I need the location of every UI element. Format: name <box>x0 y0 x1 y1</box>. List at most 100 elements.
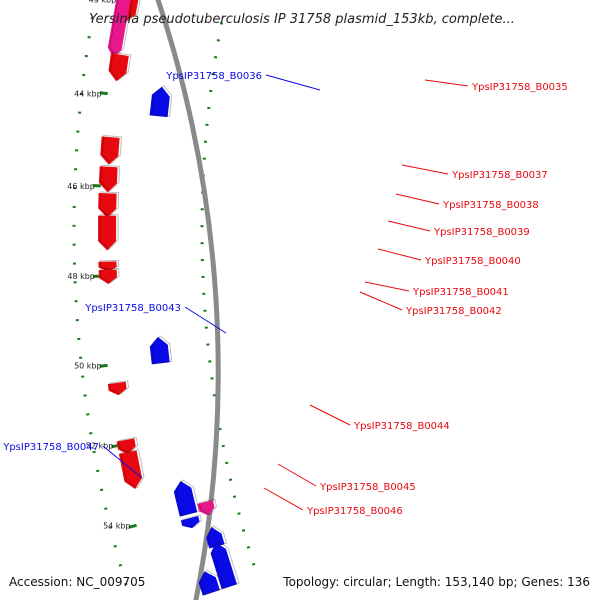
leader-line <box>184 306 227 334</box>
gc-dot <box>246 545 251 549</box>
gene-arrow-11-bevel <box>109 380 130 395</box>
gene-label-ypsip31758_b0038[interactable]: YpsIP31758_B0038 <box>442 200 539 211</box>
scale-label: 48 kbp <box>67 272 95 281</box>
gene-label-ypsip31758_b0044[interactable]: YpsIP31758_B0044 <box>353 421 450 432</box>
leader-line <box>359 291 403 311</box>
scale-label: 54 kbp <box>103 521 131 530</box>
map-title: Yersinia pseudotuberculosis IP 31758 pla… <box>89 12 515 27</box>
accession-text: Accession: NC_009705 <box>9 575 145 589</box>
gene-arrow-9[interactable] <box>98 269 117 285</box>
scale-tick <box>128 523 137 529</box>
gene-arrow-15[interactable] <box>197 500 215 516</box>
scale-label: 52 kbp <box>86 441 114 450</box>
gene-label-ypsip31758_b0045[interactable]: YpsIP31758_B0045 <box>319 482 416 493</box>
gene-arrow-1[interactable] <box>107 0 131 58</box>
gene-label-ypsip31758_b0037[interactable]: YpsIP31758_B0037 <box>451 170 548 181</box>
gene-arrow-6[interactable] <box>98 193 117 218</box>
gc-dot <box>216 39 220 42</box>
gene-label-ypsip31758_b0041[interactable]: YpsIP31758_B0041 <box>412 287 509 298</box>
gc-dot <box>113 544 117 548</box>
gc-dot <box>225 461 229 465</box>
gene-label-ypsip31758_b0035[interactable]: YpsIP31758_B0035 <box>471 82 568 93</box>
gene-arrow-14[interactable] <box>173 481 198 517</box>
gc-dot <box>118 563 123 567</box>
plasmid-backbone <box>155 0 221 600</box>
gc-dot <box>86 413 90 416</box>
scale-label: 50 kbp <box>74 361 102 370</box>
gc-dot <box>90 17 94 20</box>
gene-arrow-8[interactable] <box>98 261 117 272</box>
gc-dot <box>92 450 96 454</box>
leader-line <box>102 445 143 479</box>
gene-arrow-19-bevel <box>200 569 223 596</box>
gene-labels: YpsIP31758_B0036 YpsIP31758_B0035 YpsIP317… <box>2 71 568 517</box>
topology-summary: Topology: circular; Length: 153,140 bp; … <box>282 575 590 589</box>
gene-label-ypsip31758_b0039[interactable]: YpsIP31758_B0039 <box>433 227 530 238</box>
gene-label-ypsip31758_b0047[interactable]: YpsIP31758_B0047 <box>2 442 99 453</box>
gene-arrow-18-bevel <box>212 540 240 589</box>
gene-arrow-7[interactable] <box>98 215 117 251</box>
gene-arrow-18[interactable] <box>210 542 237 590</box>
gene-arrow-8-bevel <box>99 259 120 272</box>
gc-dot <box>221 444 225 448</box>
gene-label-ypsip31758_b0043[interactable]: YpsIP31758_B0043 <box>84 303 181 314</box>
gc-dot-tracks <box>72 0 256 586</box>
leader-line <box>265 74 321 91</box>
gene-arrow-16[interactable] <box>180 516 200 529</box>
gene-arrow-11[interactable] <box>107 381 127 396</box>
leader-line <box>364 281 410 292</box>
gene-arrow-10[interactable] <box>149 336 170 365</box>
gene-arrow-2[interactable] <box>108 53 129 82</box>
gene-arrow-5[interactable] <box>98 166 118 193</box>
gc-dot <box>251 562 256 566</box>
gc-dot <box>232 495 237 498</box>
gc-dot <box>89 432 93 435</box>
gene-arrow-13-bevel <box>120 449 145 489</box>
leader-line <box>395 193 440 205</box>
gene-arrow-1-bevel <box>109 0 133 58</box>
gene-label-ypsip31758_b0046[interactable]: YpsIP31758_B0046 <box>306 506 403 517</box>
gene-arrow-7-bevel <box>99 214 119 251</box>
leader-line <box>424 79 469 87</box>
gc-dot <box>124 582 128 586</box>
scale-tick <box>99 363 108 368</box>
gc-dot <box>108 526 113 529</box>
gene-arrow-17[interactable] <box>206 527 225 549</box>
gc-dot <box>99 488 104 492</box>
leader-line <box>263 487 304 511</box>
gene-arrow-12[interactable] <box>116 438 136 455</box>
scale-label: 43 kbp <box>89 0 117 4</box>
gc-dot <box>87 36 91 39</box>
gene-arrow-14-bevel <box>175 479 200 517</box>
gc-dot <box>104 507 108 510</box>
gene-arrow-13[interactable] <box>118 450 142 489</box>
leader-line <box>401 164 449 175</box>
gene-label-ypsip31758_b0036[interactable]: YpsIP31758_B0036 <box>165 71 262 82</box>
gc-dot <box>213 56 218 59</box>
gene-arrow-10-bevel <box>151 335 173 364</box>
gene-label-ypsip31758_b0040[interactable]: YpsIP31758_B0040 <box>424 256 521 267</box>
gene-arrow-3[interactable] <box>149 86 170 118</box>
leader-line <box>387 220 431 232</box>
gc-dot <box>212 394 217 397</box>
gc-dot <box>237 512 241 515</box>
gc-dot <box>96 469 100 473</box>
gene-arrow-15-bevel <box>198 498 218 516</box>
label-leader-lines <box>102 74 469 511</box>
gene-label-ypsip31758_b0042[interactable]: YpsIP31758_B0042 <box>405 306 502 317</box>
leader-line <box>377 248 422 261</box>
gene-arrow-3-bevel <box>151 85 173 117</box>
gene-arrow-2-bevel <box>109 51 132 81</box>
gene-arrow-4-bevel <box>101 134 123 165</box>
gc-dot <box>219 22 224 25</box>
scale-label: 44 kbp <box>74 90 102 99</box>
gene-arrow-12-bevel <box>118 436 139 454</box>
leader-line <box>277 463 317 487</box>
gene-arrow-6-bevel <box>99 191 120 218</box>
gene-arrow-19[interactable] <box>198 571 220 596</box>
gene-arrow-4[interactable] <box>100 136 120 165</box>
scale-tick <box>99 91 108 96</box>
gene-arrow-5-bevel <box>100 164 121 193</box>
gene-features <box>98 0 240 596</box>
